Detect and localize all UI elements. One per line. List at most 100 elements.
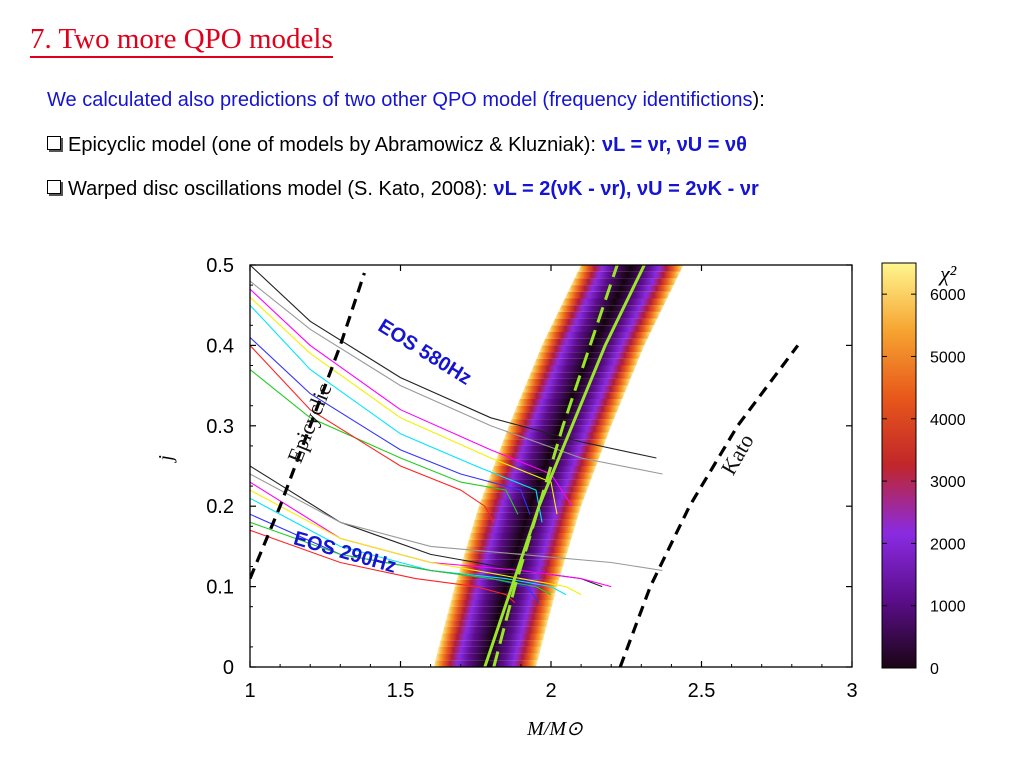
chi2-band-strip (476, 506, 582, 513)
chi2-band-strip (536, 352, 642, 359)
chi2-band-strip (454, 579, 559, 587)
bullet-epicyclic-text: Epicyclic model (one of models by Abramo… (68, 134, 596, 156)
x-axis-label: M/M⊙ (526, 718, 583, 740)
x-tick-label: 2 (545, 680, 556, 702)
checkbox-bullet-icon (47, 180, 61, 194)
chi2-band-strip (470, 526, 576, 533)
chi2-band-strip (577, 265, 684, 272)
eos-curve-290-1 (250, 473, 663, 572)
chi2-band-strip (574, 271, 681, 279)
model-curve-green-solid (483, 265, 646, 667)
chi2-band-strip (548, 325, 655, 332)
eos-curve-290-2 (250, 481, 612, 588)
chi2-band-strip (528, 372, 634, 379)
chi2-band-strip (551, 318, 658, 326)
colorbar (881, 262, 917, 669)
chi2-band-strip (451, 593, 556, 600)
chi2-band-strip (496, 452, 602, 460)
chi2-band-strip (464, 546, 570, 554)
plot-area (250, 265, 800, 667)
colorbar-tick-label: 4000 (930, 412, 966, 429)
chi2-band-strip (539, 345, 645, 353)
y-tick-label: 0.4 (206, 335, 234, 357)
colorbar-label: χ² (938, 261, 957, 286)
colorbar-tick-label: 6000 (930, 287, 966, 304)
eos-curve-580-6 (250, 369, 519, 515)
chi2-band-strip (558, 305, 664, 312)
chi2-band-strip (460, 559, 565, 567)
chi2-band-strip (545, 332, 651, 339)
intro-black-text: ): (752, 89, 765, 111)
chi2-band-strip (542, 338, 648, 346)
eos-curve-580-4 (250, 304, 543, 523)
x-tick-label: 1 (244, 680, 255, 702)
chi2-band-strip (449, 600, 554, 607)
eos-curve-580-7 (250, 345, 495, 523)
chi2-band-strip (440, 633, 545, 641)
eos-curve-290-4 (250, 497, 567, 596)
eos-curve-290-6 (250, 521, 552, 596)
y-tick-label: 0.2 (206, 496, 234, 518)
x-tick-label: 1.5 (387, 680, 415, 702)
bullet-kato-formula: νL = 2(νK - νr), νU = 2νK - νr (493, 178, 759, 200)
chi2-band-strip (472, 519, 578, 527)
chi2-band-strip (438, 640, 543, 647)
eos-curve-580-0 (250, 265, 657, 459)
chi2-band-strip (481, 492, 587, 500)
checkbox-bullet-icon (47, 136, 61, 150)
bullet-kato-text: Warped disc oscillations model (S. Kato,… (68, 178, 488, 200)
chi2-band-strip (501, 439, 607, 446)
chi2-band-strip (508, 419, 614, 426)
chi2-band-strip (519, 392, 625, 399)
chi2-band-strip (488, 472, 594, 480)
eos-curve-580-1 (250, 280, 663, 475)
chi2-band-strip (474, 512, 580, 520)
chi2-band-strip (445, 613, 550, 621)
bullet-epicyclic-formula: νL = νr, νU = νθ (602, 134, 747, 156)
chi2-band-strip (503, 432, 609, 440)
chi2-band-strip (506, 425, 612, 433)
chi2-band-strip (498, 445, 604, 453)
colorbar-tick-label: 5000 (930, 349, 966, 366)
eos-curve-580-3 (250, 296, 558, 515)
chi2-band-strip (444, 620, 549, 627)
bullet-epicyclic: Epicyclic model (one of models by Abramo… (47, 134, 747, 157)
chi2-band-strip (530, 365, 636, 373)
y-axis-label: j (155, 455, 177, 464)
colorbar-tick-label: 2000 (930, 536, 966, 553)
y-tick-label: 0.3 (206, 416, 234, 438)
x-tick-label: 3 (846, 680, 857, 702)
y-tick-label: 0.5 (206, 255, 234, 277)
epicyclic-label: Epicyclic (282, 380, 336, 467)
chi2-band-strip (564, 291, 671, 299)
y-tick-label: 0.1 (206, 577, 234, 599)
chi2-band-strip (568, 285, 674, 292)
chi2-band-strip (468, 533, 574, 540)
model-curve-epicyclic (250, 272, 366, 580)
chi2-band-strip (478, 499, 584, 507)
colorbar-tick-label: 0 (930, 661, 939, 678)
chi2-band-strip (514, 405, 620, 413)
model-curve-kato (618, 344, 800, 667)
eos-curve-290-3 (250, 489, 582, 596)
slide-title: 7. Two more QPO models (30, 22, 333, 58)
chi2-band-strip (555, 311, 661, 319)
chi2-band-strip (511, 412, 617, 420)
chi2-band-strip (466, 539, 572, 547)
chi2-band-strip (442, 626, 547, 634)
colorbar-tick-label: 1000 (930, 599, 966, 616)
chi2-band-strip (493, 459, 599, 466)
chi2-band-strip (533, 358, 639, 366)
chi2-band-strip (561, 298, 668, 306)
y-tick-label: 0 (223, 657, 234, 679)
chi2-band-strip (462, 553, 568, 560)
intro-blue-text: We calculated also predictions of two ot… (47, 89, 753, 111)
eos-290-label: EOS 290Hz (291, 528, 399, 578)
model-curve-green-dashed (492, 265, 619, 667)
chi2-band-strip (571, 278, 677, 286)
chi2-band-strip (447, 606, 552, 614)
bullet-kato: Warped disc oscillations model (S. Kato,… (47, 178, 759, 201)
x-tick-label: 2.5 (688, 680, 716, 702)
kato-label: Kato (716, 429, 759, 479)
